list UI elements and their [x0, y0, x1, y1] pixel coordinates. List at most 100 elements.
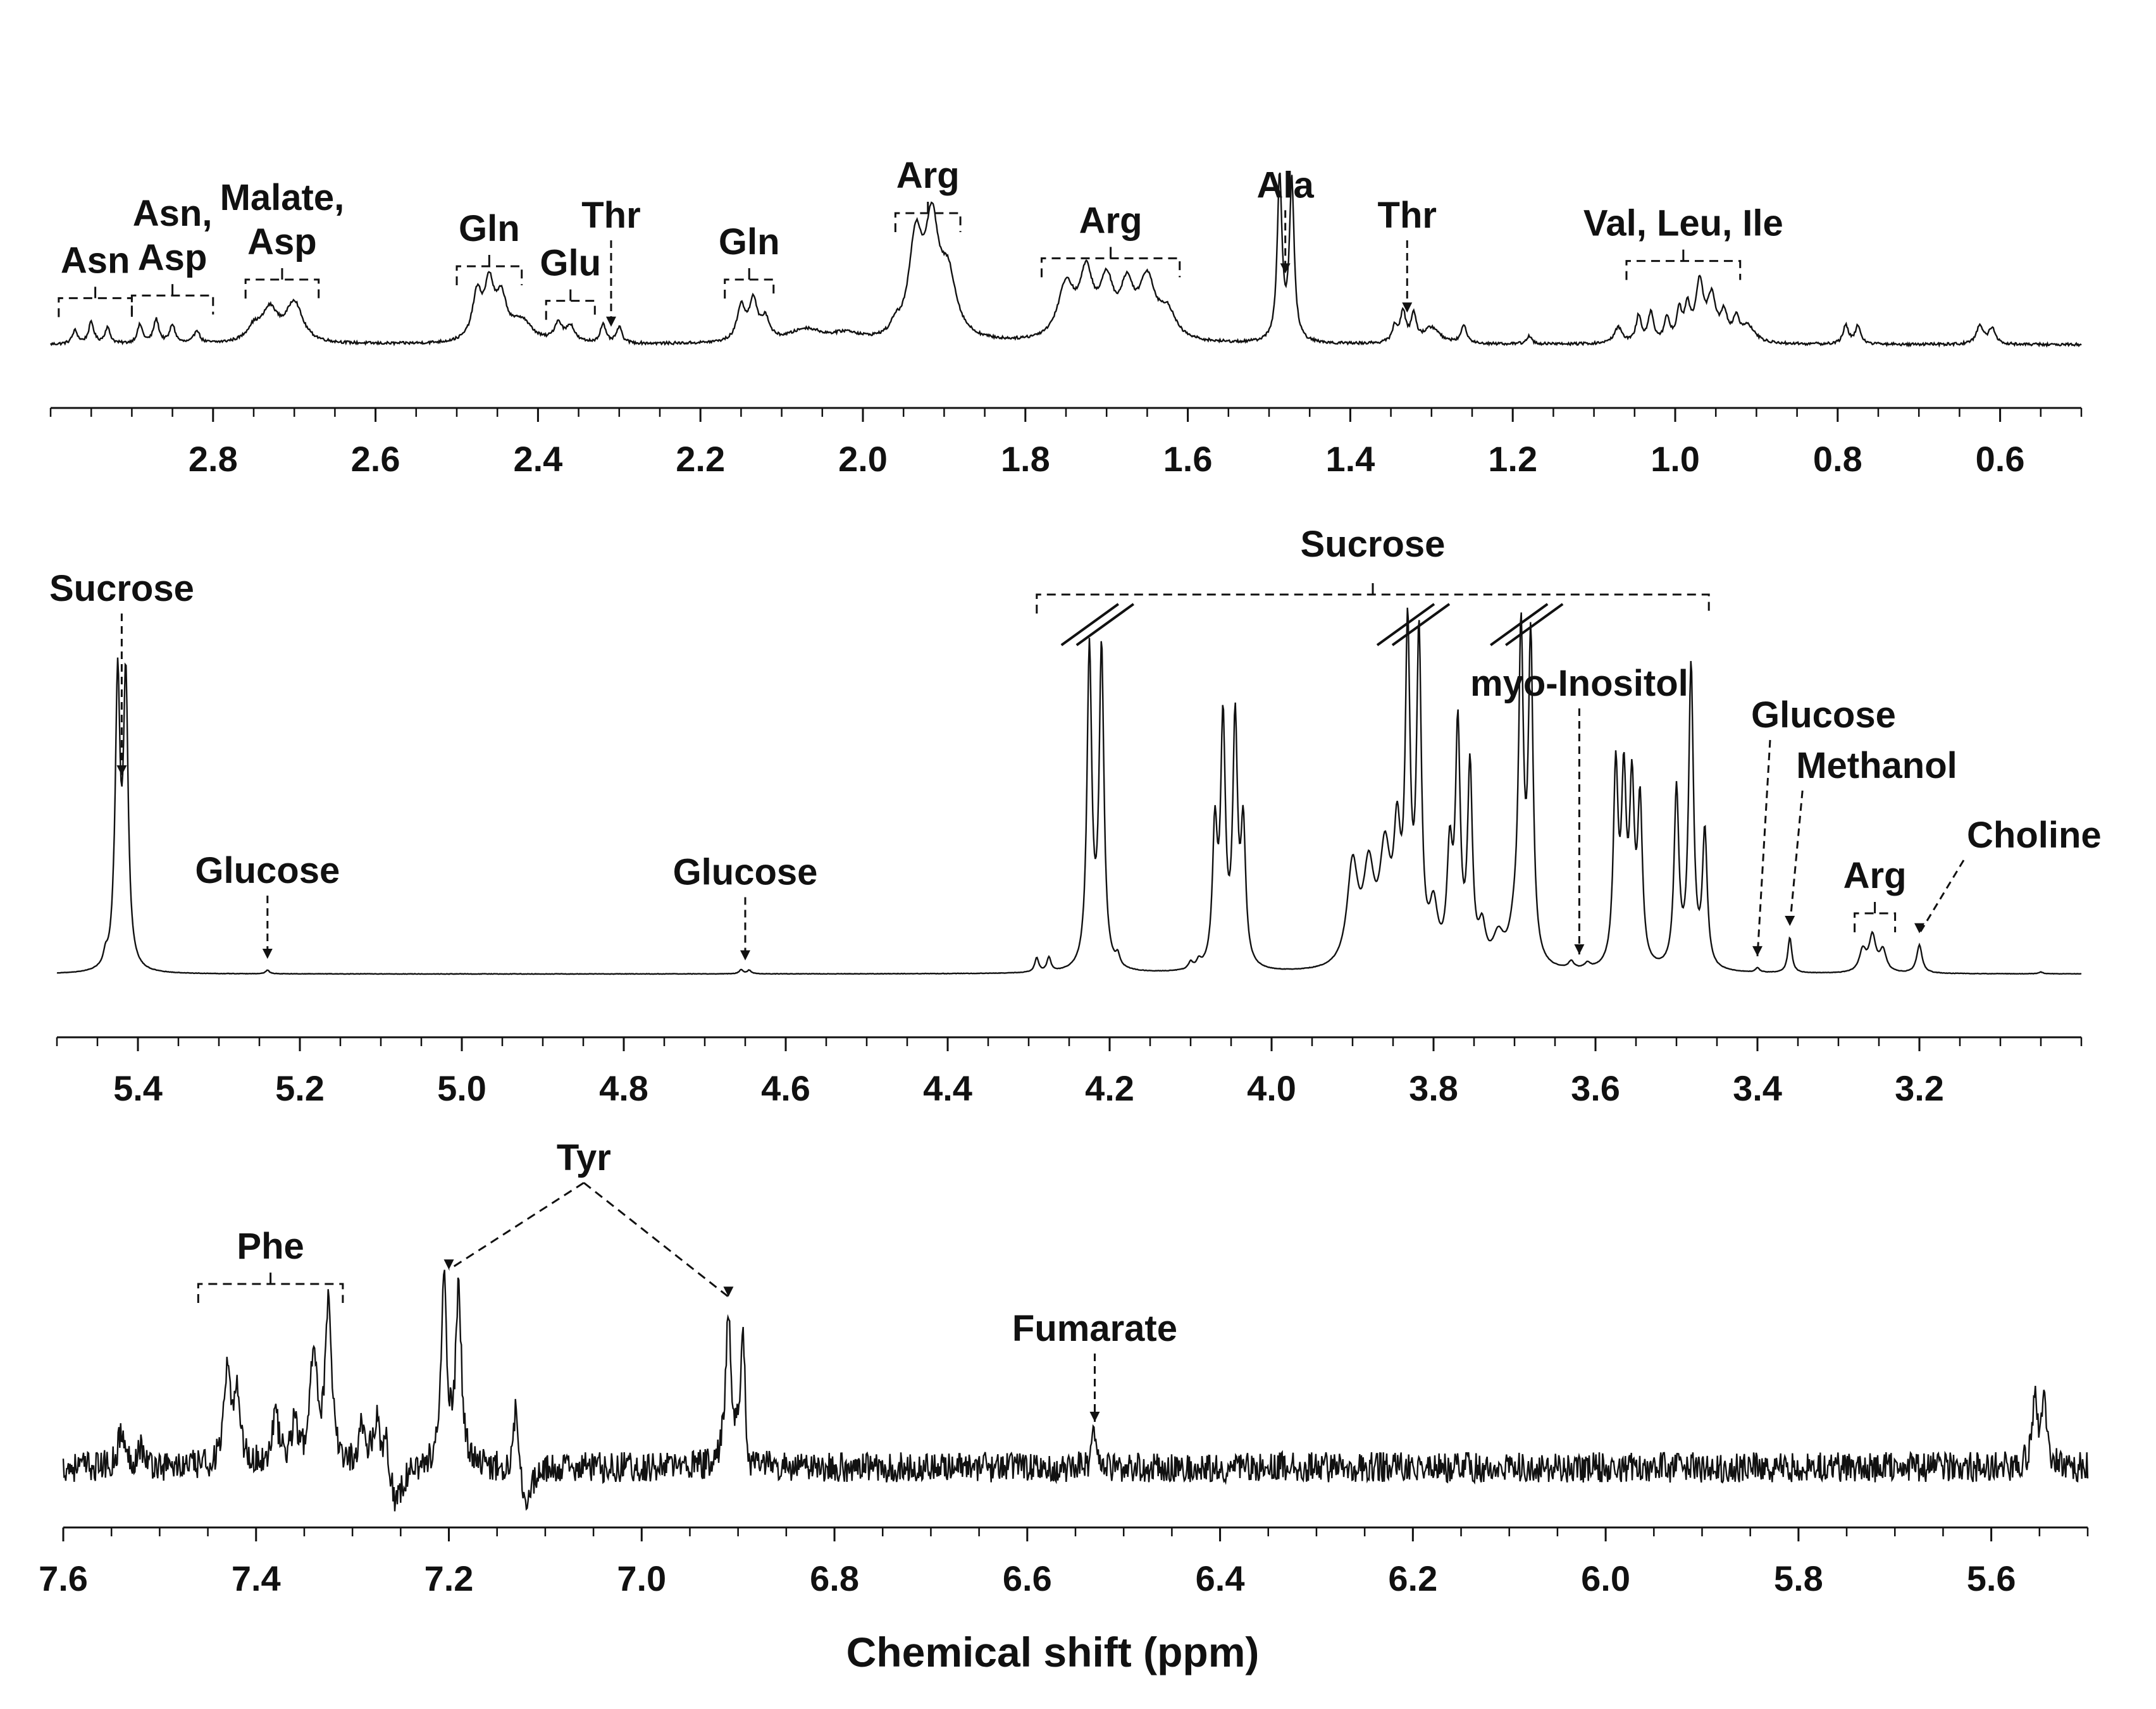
peak-label: Asp: [247, 221, 317, 262]
annotation-arrow: [1756, 739, 1771, 956]
peak-label: Tyr: [557, 1137, 611, 1178]
annotation-bracket: [1040, 257, 1181, 278]
annotation-bracket: [1854, 912, 1897, 932]
x-tick-label: 3.4: [1733, 1068, 1782, 1108]
peak-label: Asn,: [133, 193, 213, 234]
x-tick-label: 6.4: [1196, 1558, 1245, 1598]
x-tick-label: 6.2: [1388, 1558, 1437, 1598]
x-tick-label: 0.6: [1976, 439, 2025, 479]
peak-label: Asp: [138, 237, 208, 278]
x-tick-label: 5.8: [1774, 1558, 1823, 1598]
truncation-mark: [1391, 603, 1451, 646]
arrow-head: [262, 948, 273, 959]
x-tick-label: 1.8: [1001, 439, 1050, 479]
peak-label: Sucrose: [1301, 524, 1446, 565]
x-tick-label: 2.6: [351, 439, 400, 479]
peak-label: Glucose: [1751, 694, 1896, 736]
peak-label: Arg: [1079, 200, 1143, 241]
arrow-head: [1574, 944, 1585, 955]
peak-label: Glucose: [195, 850, 340, 891]
annotation-arrow: [448, 1181, 585, 1271]
arrow-head: [1914, 923, 1924, 934]
x-tick-label: 5.0: [437, 1068, 486, 1108]
x-tick-label: 6.6: [1003, 1558, 1052, 1598]
x-tick-label: 5.6: [1967, 1558, 2016, 1598]
x-tick-label: 2.8: [189, 439, 238, 479]
arrow-head: [443, 1259, 454, 1270]
x-tick-label: 1.2: [1488, 439, 1537, 479]
peak-label: Glu: [540, 243, 601, 284]
truncation-mark: [1376, 603, 1435, 646]
annotation-arrow: [1788, 790, 1804, 927]
peak-label: Ala: [1257, 164, 1315, 206]
annotation-bracket: [130, 294, 214, 315]
peak-label: Phe: [237, 1226, 304, 1267]
x-tick-label: 2.0: [838, 439, 888, 479]
peak-label: Glucose: [673, 851, 818, 892]
annotation-bracket: [545, 300, 596, 320]
x-tick-label: 1.4: [1325, 439, 1375, 479]
truncation-mark: [1490, 603, 1549, 646]
peak-label: Thr: [581, 195, 640, 236]
spectrum-line: [56, 607, 2082, 975]
arrow-head: [723, 1286, 734, 1297]
peak-label: Asn: [61, 240, 130, 281]
panel-aromatic: 7.6 7.4 7.2 7.0 6.8 6.6 6.4 6.2 6.0 5.8 5.6 Phe Tyr F…: [39, 1137, 2089, 1598]
x-tick-label: 2.2: [676, 439, 725, 479]
peak-label: Sucrose: [49, 568, 194, 609]
annotation-arrow: [1918, 860, 1965, 934]
arrow-head: [740, 950, 750, 961]
panel-aliphatic: 2.8 2.6 2.4 2.2 2.0 1.8 1.6 1.4 1.2 1.0 0.8 0.6AsnA…: [49, 155, 2083, 479]
peak-label: Gln: [719, 221, 780, 262]
arrow-head: [1785, 915, 1795, 926]
annotation-bracket: [1036, 593, 1710, 614]
peak-label: Fumarate: [1012, 1308, 1177, 1349]
peak-label: myo-Inositol: [1470, 663, 1688, 704]
peak-label: Malate,: [220, 177, 345, 218]
annotation-bracket: [455, 265, 523, 285]
peak-label: Thr: [1378, 195, 1437, 236]
x-tick-label: 6.0: [1581, 1558, 1630, 1598]
truncation-mark: [1075, 603, 1134, 646]
truncation-mark: [1060, 603, 1119, 646]
spectrum-line: [49, 172, 2082, 348]
annotation-bracket: [197, 1283, 344, 1303]
x-tick-label: 0.8: [1813, 439, 1862, 479]
x-tick-label: 3.6: [1571, 1068, 1620, 1108]
panel-carbohydrate: 5.4 5.2 5.0 4.8 4.6 4.4 4.2 4.0 3.8 3.6 3.4 3.2 Sucr…: [49, 524, 2102, 1108]
spectrum-line: [62, 1269, 2089, 1512]
arrow-head: [116, 765, 127, 775]
x-axis-title: Chemical shift (ppm): [846, 1629, 1260, 1675]
x-tick-label: 1.6: [1163, 439, 1213, 479]
arrow-head: [605, 316, 616, 327]
x-tick-label: 2.4: [513, 439, 562, 479]
x-tick-label: 5.2: [275, 1068, 325, 1108]
annotation-bracket: [724, 278, 775, 299]
peak-label: Methanol: [1796, 745, 1957, 786]
x-tick-label: 3.8: [1409, 1068, 1458, 1108]
annotation-bracket: [1625, 260, 1742, 280]
annotation-arrow: [583, 1181, 729, 1298]
x-tick-label: 4.0: [1247, 1068, 1296, 1108]
arrow-head: [1752, 946, 1763, 956]
x-tick-label: 5.4: [113, 1068, 163, 1108]
peak-label: Choline: [1967, 815, 2102, 856]
peak-label: Arg: [1843, 855, 1907, 896]
x-tick-label: 4.6: [761, 1068, 810, 1108]
arrow-head: [1089, 1411, 1100, 1422]
x-tick-label: 7.0: [617, 1558, 666, 1598]
peak-label: Val, Leu, Ile: [1583, 203, 1783, 244]
peak-label: Gln: [459, 208, 520, 249]
x-tick-label: 4.8: [599, 1068, 648, 1108]
annotation-bracket: [244, 278, 320, 299]
x-tick-label: 4.2: [1085, 1068, 1134, 1108]
arrow-head: [1280, 263, 1291, 274]
x-tick-label: 6.8: [810, 1558, 859, 1598]
x-tick-label: 3.2: [1895, 1068, 1944, 1108]
truncation-mark: [1505, 603, 1564, 646]
x-tick-label: 7.2: [424, 1558, 474, 1598]
x-tick-label: 1.0: [1651, 439, 1700, 479]
x-tick-label: 7.4: [232, 1558, 281, 1598]
x-tick-label: 7.6: [39, 1558, 88, 1598]
